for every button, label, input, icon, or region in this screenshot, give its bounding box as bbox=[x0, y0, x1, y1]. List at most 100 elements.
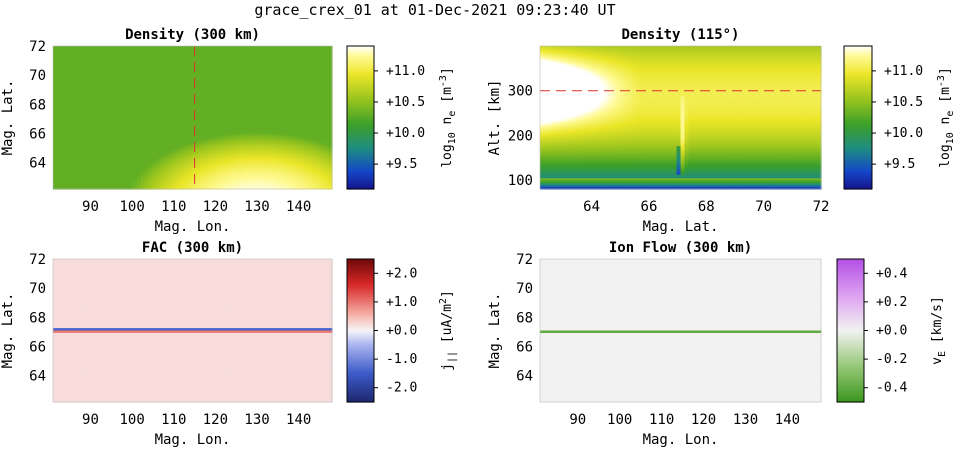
heatmap-cell bbox=[256, 81, 261, 85]
heatmap-cell bbox=[116, 100, 122, 104]
heatmap-cell bbox=[252, 62, 257, 66]
heatmap-cell bbox=[140, 72, 146, 76]
heatmap-cell bbox=[232, 93, 237, 97]
heatmap-cell bbox=[292, 115, 297, 119]
heatmap-cell bbox=[188, 50, 194, 54]
heatmap-cell bbox=[112, 76, 118, 80]
heatmap-cell bbox=[88, 91, 94, 95]
heatmap-cell bbox=[112, 107, 118, 111]
heatmap-cell bbox=[56, 62, 62, 66]
heatmap-cell bbox=[240, 46, 245, 49]
heatmap-cell bbox=[328, 60, 333, 64]
heatmap-cell bbox=[164, 65, 170, 69]
heatmap-cell bbox=[108, 86, 114, 90]
heatmap-cell bbox=[280, 69, 285, 73]
heatmap-cell bbox=[100, 46, 106, 49]
colorbar-label-part: n bbox=[440, 117, 455, 133]
heatmap-cell bbox=[184, 100, 190, 104]
heatmap-cell bbox=[108, 50, 114, 54]
heatmap-cell bbox=[148, 86, 154, 90]
heatmap-cell bbox=[144, 88, 150, 92]
heatmap-cell bbox=[208, 46, 214, 49]
heatmap-cell bbox=[64, 107, 70, 111]
heatmap-cell bbox=[276, 124, 281, 128]
heatmap-cell bbox=[296, 79, 301, 83]
heatmap-cell bbox=[56, 79, 62, 83]
heatmap-cell bbox=[124, 50, 130, 54]
heatmap-cell bbox=[80, 69, 86, 73]
heatmap-cell bbox=[260, 81, 265, 85]
heatmap-cell bbox=[172, 91, 178, 95]
heatmap-cell bbox=[268, 115, 273, 119]
heatmap-cell bbox=[288, 53, 293, 57]
heatmap-cell bbox=[116, 122, 122, 126]
heatmap-cell bbox=[288, 81, 293, 85]
heatmap-cell bbox=[108, 107, 114, 111]
heatmap-cell bbox=[100, 127, 106, 131]
heatmap-cell bbox=[276, 112, 281, 116]
heatmap-cell bbox=[160, 117, 166, 121]
heatmap-cell bbox=[312, 91, 317, 95]
heatmap-cell bbox=[180, 100, 186, 104]
heatmap-cell bbox=[316, 69, 321, 73]
heatmap-cell bbox=[224, 46, 229, 49]
heatmap-cell bbox=[120, 86, 126, 90]
heatmap-cell bbox=[300, 69, 305, 73]
heatmap-cell bbox=[276, 46, 281, 49]
heatmap-cell bbox=[280, 103, 285, 107]
heatmap-cell bbox=[68, 81, 74, 85]
heatmap-cell bbox=[104, 65, 110, 69]
heatmap-cell bbox=[164, 48, 170, 52]
heatmap-cell bbox=[260, 60, 265, 64]
heatmap-cell bbox=[136, 50, 142, 54]
y-tick-label: 64 bbox=[29, 156, 46, 172]
heatmap-cell bbox=[224, 112, 229, 116]
heatmap-cell bbox=[276, 50, 281, 54]
heatmap-cell bbox=[284, 55, 289, 59]
heatmap-cell bbox=[160, 122, 166, 126]
heatmap-cell bbox=[320, 96, 325, 100]
heatmap-cell bbox=[276, 81, 281, 85]
heatmap-cell bbox=[148, 50, 154, 54]
heatmap-cell bbox=[92, 103, 98, 107]
heatmap-cell bbox=[304, 110, 309, 114]
heatmap-cell bbox=[56, 124, 62, 128]
heatmap-cell bbox=[152, 122, 158, 126]
heatmap-cell bbox=[240, 69, 245, 73]
heatmap-cell bbox=[180, 119, 186, 123]
heatmap-cell bbox=[96, 105, 102, 109]
heatmap-cell bbox=[68, 65, 74, 69]
heatmap-cell bbox=[80, 46, 86, 49]
heatmap-cell bbox=[260, 76, 265, 80]
heatmap-cell bbox=[260, 50, 265, 54]
heatmap-cell bbox=[100, 107, 106, 111]
heatmap-cell bbox=[220, 76, 225, 80]
heatmap-cell bbox=[292, 48, 297, 52]
heatmap-cell bbox=[236, 96, 241, 100]
heatmap-cell bbox=[236, 93, 241, 97]
heatmap-cell bbox=[228, 115, 233, 119]
heatmap-cell bbox=[124, 105, 130, 109]
heatmap-cell bbox=[176, 69, 182, 73]
heatmap-cell bbox=[232, 50, 237, 54]
heatmap-cell bbox=[168, 74, 174, 78]
heatmap-cell bbox=[168, 96, 174, 100]
heatmap-cell bbox=[316, 74, 321, 78]
heatmap-cell bbox=[132, 65, 138, 69]
heatmap-cell bbox=[164, 74, 170, 78]
heatmap-cell bbox=[324, 81, 329, 85]
heatmap-cell bbox=[168, 79, 174, 83]
heatmap-cell bbox=[96, 81, 102, 85]
heatmap-cell bbox=[192, 105, 198, 109]
heatmap-cell bbox=[252, 124, 257, 128]
heatmap-cell bbox=[300, 112, 305, 116]
heatmap-cell bbox=[284, 50, 289, 54]
heatmap-cell bbox=[276, 67, 281, 71]
heatmap-cell bbox=[312, 60, 317, 64]
heatmap-cell bbox=[208, 50, 214, 54]
heatmap-cell bbox=[244, 53, 249, 57]
heatmap-cell bbox=[324, 62, 329, 66]
heatmap-cell bbox=[172, 86, 178, 90]
heatmap-cell bbox=[316, 60, 321, 64]
heatmap-cell bbox=[120, 88, 126, 92]
